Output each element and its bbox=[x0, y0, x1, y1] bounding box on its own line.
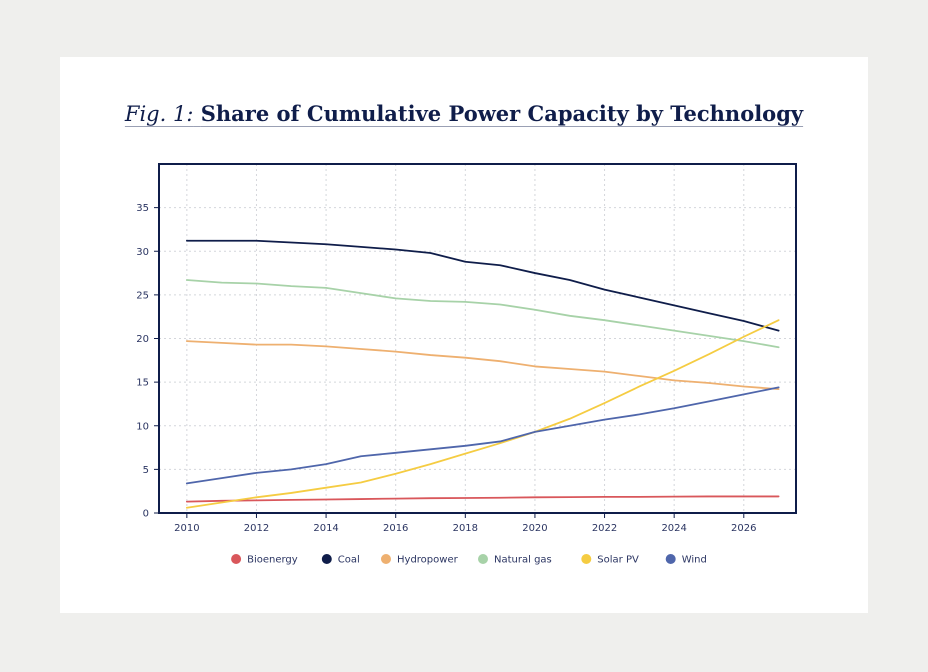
x-tick-label: 2016 bbox=[383, 523, 408, 534]
legend-marker-hydropower bbox=[381, 554, 391, 564]
legend-marker-natural-gas bbox=[478, 554, 488, 564]
y-tick-label: 15 bbox=[136, 378, 149, 389]
x-tick-label: 2020 bbox=[522, 523, 547, 534]
legend-marker-wind bbox=[665, 554, 676, 564]
legend: Bioenergy Coal Hydropower Natural gas Solar … bbox=[231, 554, 707, 566]
legend-item-natural-gas: Natural gas bbox=[478, 554, 552, 566]
series-layer bbox=[185, 239, 780, 509]
x-tick-label: 2012 bbox=[244, 523, 269, 534]
legend-label-wind: Wind bbox=[682, 555, 707, 566]
legend-marker-bioenergy bbox=[231, 554, 242, 564]
series-line-coal bbox=[185, 239, 780, 332]
x-tick-label: 2026 bbox=[731, 523, 756, 534]
figure-title: Fig. 1: Share of Cumulative Power Capaci… bbox=[60, 101, 868, 126]
legend-label-solar-pv: Solar PV bbox=[597, 555, 639, 566]
legend-label-coal: Coal bbox=[338, 555, 360, 566]
y-tick-label: 5 bbox=[143, 465, 149, 476]
legend-item-solar-pv: Solar PV bbox=[581, 554, 639, 566]
tick-layer: 2010 2012 2014 2016 2018 2020 2022 2024 2026 0 5 10… bbox=[136, 203, 756, 534]
legend-item-hydropower: Hydropower bbox=[381, 554, 459, 566]
series-line-hydropower bbox=[185, 340, 780, 391]
grid-layer bbox=[159, 164, 796, 513]
y-tick-label: 10 bbox=[136, 421, 149, 432]
legend-label-natural-gas: Natural gas bbox=[494, 555, 552, 566]
y-tick-label: 25 bbox=[136, 290, 149, 301]
y-tick-label: 0 bbox=[143, 509, 149, 520]
y-tick-label: 35 bbox=[136, 203, 149, 214]
x-tick-label: 2010 bbox=[174, 523, 199, 534]
legend-item-bioenergy: Bioenergy bbox=[231, 554, 298, 566]
y-tick-label: 30 bbox=[136, 247, 149, 258]
x-tick-label: 2024 bbox=[661, 523, 686, 534]
figure-title-text: Share of Cumulative Power Capacity by Te… bbox=[200, 101, 804, 126]
series-line-natural-gas bbox=[185, 279, 780, 349]
series-line-solar-pv bbox=[185, 319, 780, 509]
legend-item-coal: Coal bbox=[321, 554, 360, 566]
figure-title-prefix: Fig. 1: bbox=[124, 102, 194, 126]
legend-item-wind: Wind bbox=[665, 554, 707, 566]
legend-label-bioenergy: Bioenergy bbox=[247, 555, 298, 566]
legend-marker-solar-pv bbox=[581, 554, 592, 564]
x-tick-label: 2022 bbox=[592, 523, 617, 534]
x-tick-label: 2018 bbox=[453, 523, 478, 534]
legend-marker-coal bbox=[321, 554, 332, 564]
figure-card: Fig. 1: Share of Cumulative Power Capaci… bbox=[60, 57, 868, 613]
figure-title-underline: Fig. 1: Share of Cumulative Power Capaci… bbox=[125, 101, 803, 126]
series-line-wind bbox=[185, 386, 780, 485]
series-line-bioenergy bbox=[185, 495, 780, 503]
legend-label-hydropower: Hydropower bbox=[397, 555, 459, 566]
x-tick-label: 2014 bbox=[313, 523, 338, 534]
line-chart: 2010 2012 2014 2016 2018 2020 2022 2024 2026 0 5 10… bbox=[136, 163, 797, 566]
y-tick-label: 20 bbox=[136, 334, 149, 345]
